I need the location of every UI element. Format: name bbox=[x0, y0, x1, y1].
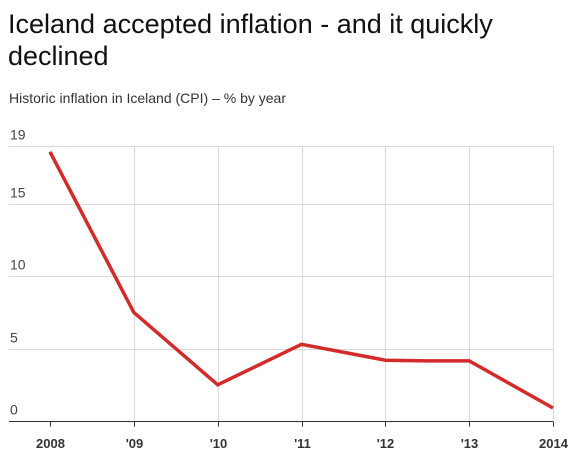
chart-subtitle: Historic inflation in Iceland (CPI) – % … bbox=[9, 90, 286, 106]
x-tick-label: '11 bbox=[294, 436, 311, 451]
inflation-line bbox=[48, 150, 554, 410]
y-tick-label: 10 bbox=[10, 257, 26, 273]
chart-title: Iceland accepted inflation - and it quic… bbox=[8, 9, 493, 71]
y-tick-label: 15 bbox=[10, 185, 26, 201]
y-tick-label: 5 bbox=[10, 330, 18, 346]
y-tick-label: 19 bbox=[10, 127, 26, 143]
y-tick-labels: 0 5 10 15 19 bbox=[10, 127, 26, 418]
x-tick-label: 2014 bbox=[539, 436, 569, 451]
x-tick-label: '13 bbox=[461, 436, 479, 451]
gridlines bbox=[9, 146, 554, 421]
x-tick-label: 2008 bbox=[36, 436, 65, 451]
x-tick-label: '10 bbox=[210, 436, 228, 451]
y-tick-label: 0 bbox=[10, 402, 18, 418]
axes bbox=[9, 421, 554, 427]
x-tick-labels: 2008 '09 '10 '11 '12 '13 2014 bbox=[36, 436, 569, 451]
x-tick-label: '09 bbox=[126, 436, 144, 451]
data-series bbox=[48, 150, 554, 410]
x-tick-label: '12 bbox=[377, 436, 395, 451]
